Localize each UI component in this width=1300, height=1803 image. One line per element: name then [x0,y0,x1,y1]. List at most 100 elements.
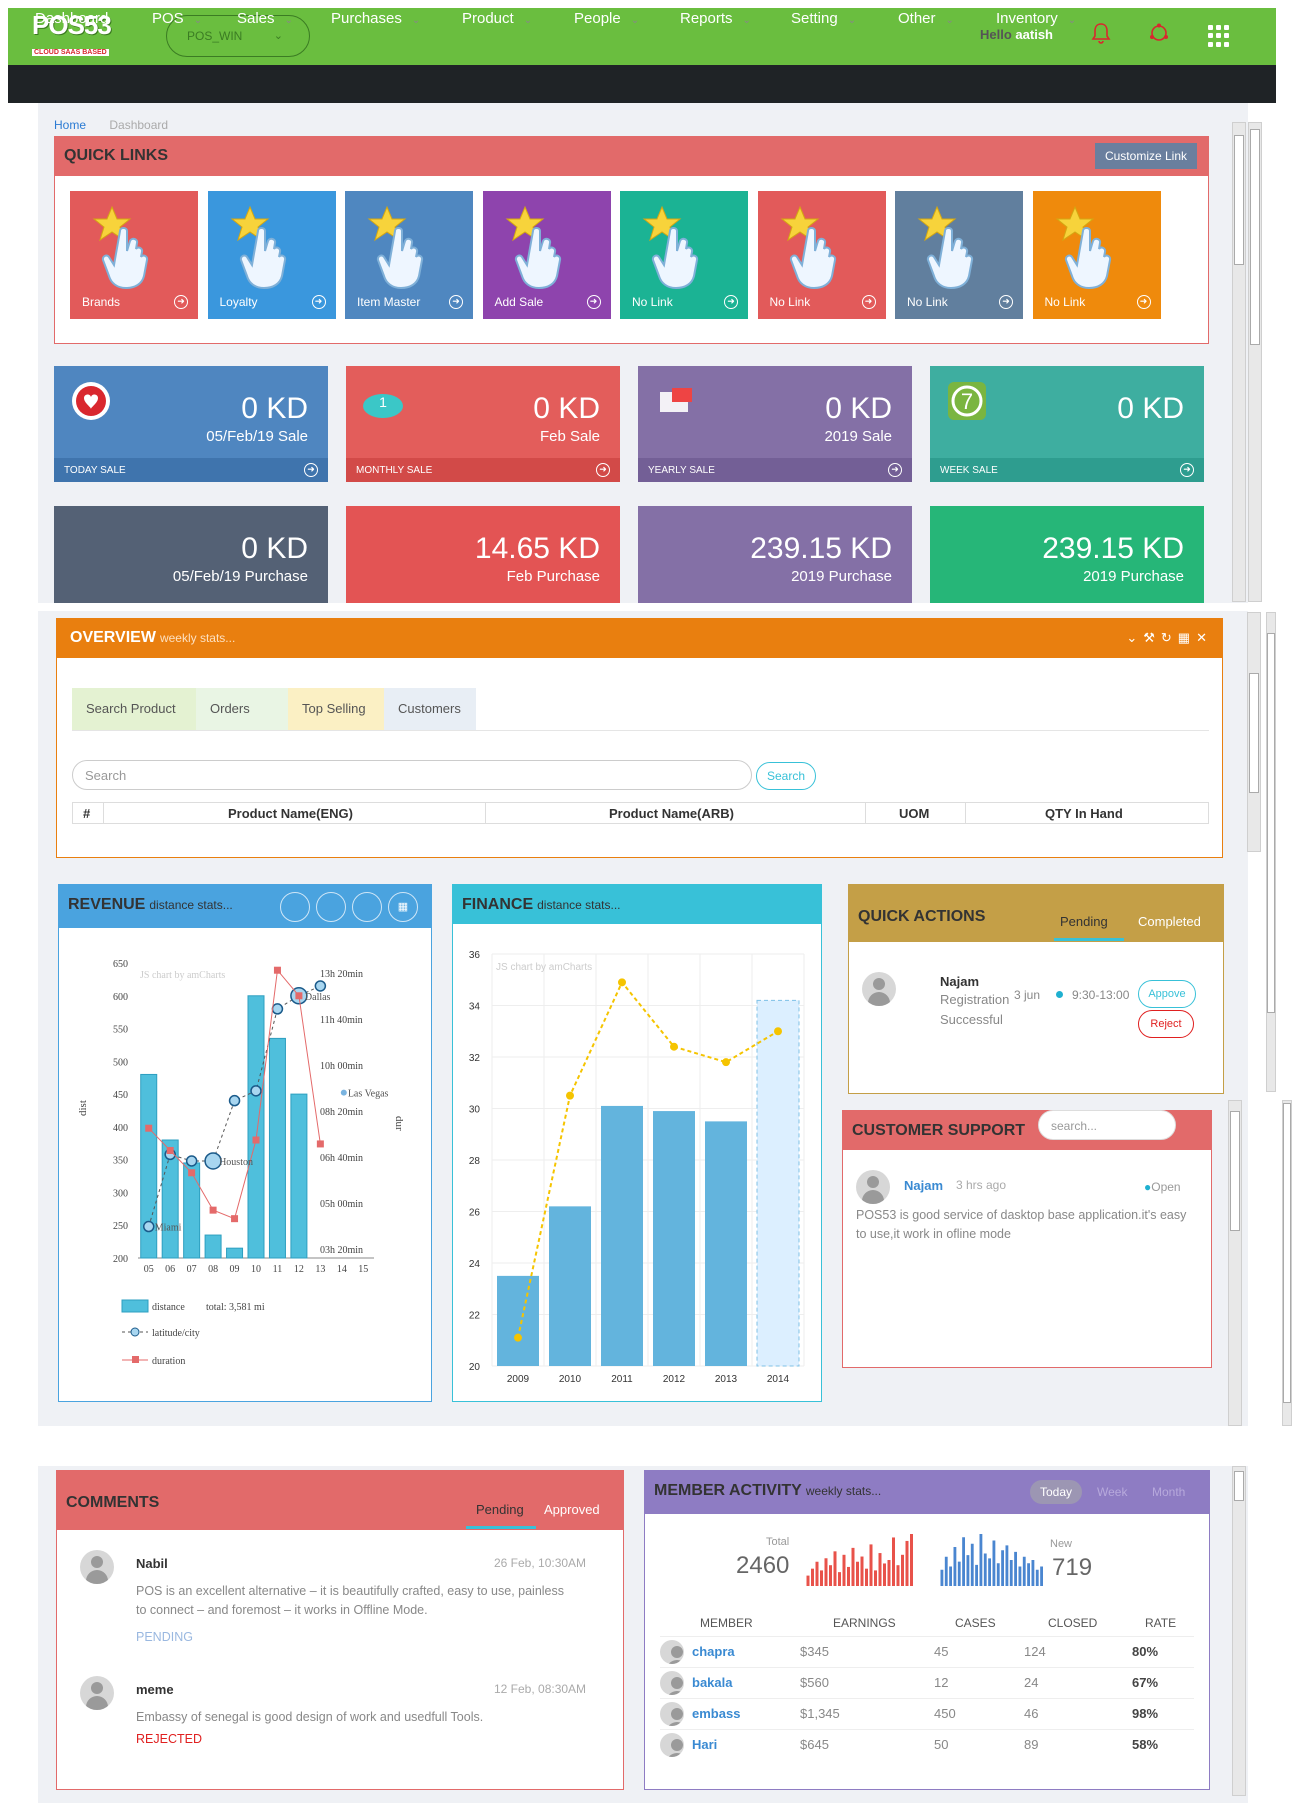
duration-point[interactable] [316,1140,324,1148]
quick-link-tile[interactable]: Add Sale ➜ [482,191,611,319]
tab-pending[interactable]: Pending [1060,914,1108,929]
overview-tab[interactable]: Top Selling [288,688,384,730]
col-name-arb[interactable]: Product Name(ARB) [609,806,734,821]
pos-select[interactable]: POS_WIN ⌄ [166,15,310,57]
customize-link-button[interactable]: Customize Link [1094,143,1197,169]
collapse-icon[interactable]: ⌄ [1126,630,1144,645]
purchase-stat-card[interactable]: 0 KD 05/Feb/19 Purchase [54,506,328,603]
duration-point[interactable] [209,1206,217,1214]
member-name[interactable]: chapra [692,1644,735,1659]
comment-author[interactable]: meme [136,1682,174,1697]
purchase-stat-card[interactable]: 239.15 KD 2019 Purchase [638,506,912,603]
scrollbar[interactable] [1247,612,1261,852]
user-name[interactable]: aatish [1015,27,1053,42]
purchase-stat-card[interactable]: 239.15 KD 2019 Purchase [930,506,1204,603]
duration-point[interactable] [145,1124,153,1132]
approve-button[interactable]: Appove [1138,980,1196,1008]
finance-point[interactable] [774,1027,782,1036]
arrow-right-icon[interactable]: ➜ [1180,463,1194,477]
bell-icon[interactable] [1090,22,1112,44]
purchase-stat-card[interactable]: 14.65 KD Feb Purchase [346,506,620,603]
circle-button[interactable] [280,892,310,922]
reject-button[interactable]: Reject [1138,1010,1194,1038]
latitude-point[interactable] [314,980,327,992]
duration-point[interactable] [295,992,303,1000]
table-row[interactable] [660,1667,1194,1697]
comment-author[interactable]: Nabil [136,1556,168,1571]
calculator-icon[interactable]: ▦ [388,892,418,922]
revenue-bar[interactable] [161,1139,179,1259]
circle-button[interactable] [316,892,346,922]
arrow-right-icon[interactable]: ➜ [596,463,610,477]
scrollbar[interactable] [1282,1100,1292,1426]
finance-bar[interactable] [705,1121,747,1366]
latitude-point[interactable] [271,1003,284,1015]
member-name[interactable]: bakala [692,1675,733,1690]
finance-bar[interactable] [497,1275,539,1366]
finance-bar[interactable] [549,1206,591,1366]
quick-link-tile[interactable]: No Link ➜ [620,191,748,319]
nav-setting[interactable]: Setting ⌄ [791,0,856,38]
member-name[interactable]: embass [692,1706,741,1721]
tab-today[interactable]: Today [1030,1480,1083,1504]
sale-stat-card[interactable]: 0 KD 05/Feb/19 Sale TODAY SALE ➜ [54,366,328,482]
support-icon[interactable] [1148,22,1170,44]
latitude-point[interactable] [185,1155,198,1167]
tab-month[interactable]: Month [1152,1485,1186,1499]
revenue-bar[interactable] [268,1037,286,1259]
nav-pos[interactable]: POS ⌄ [152,0,202,38]
breadcrumb-home[interactable]: Home [54,118,87,132]
revenue-bar[interactable] [247,995,265,1259]
latitude-point[interactable] [142,1220,155,1233]
product-search-input[interactable]: Search [72,760,752,790]
col-qty[interactable]: QTY In Hand [1045,806,1123,821]
scrollbar[interactable] [1232,1466,1246,1796]
sale-stat-card[interactable]: 7 0 KD WEEK SALE ➜ [930,366,1204,482]
overview-tab[interactable]: Search Product [72,688,196,730]
scrollbar[interactable] [1266,612,1276,1092]
arrow-right-icon[interactable]: ➜ [888,463,902,477]
save-icon[interactable]: ▦ [1177,630,1197,645]
close-icon[interactable]: ✕ [1196,630,1213,645]
tab-pending[interactable]: Pending [476,1502,524,1517]
col-uom[interactable]: UOM [899,806,930,821]
finance-point[interactable] [566,1091,574,1100]
finance-point[interactable] [618,978,626,987]
duration-point[interactable] [231,1215,239,1223]
support-name[interactable]: Najam [904,1178,944,1193]
table-row[interactable] [660,1636,1194,1666]
latitude-point[interactable] [204,1152,222,1170]
quick-link-tile[interactable]: Loyalty ➜ [207,191,336,319]
revenue-bar[interactable] [290,1093,308,1259]
tab-week[interactable]: Week [1097,1485,1128,1499]
duration-point[interactable] [188,1169,196,1177]
tab-completed[interactable]: Completed [1138,914,1201,929]
finance-bar[interactable] [653,1111,695,1366]
scrollbar[interactable] [1248,122,1262,602]
member-name[interactable]: Hari [692,1737,718,1752]
revenue-bar[interactable] [183,1162,201,1259]
table-row[interactable] [660,1698,1194,1728]
revenue-bar[interactable] [226,1247,244,1259]
latitude-point[interactable] [228,1094,241,1107]
nav-reports[interactable]: Reports ⌄ [680,0,751,38]
wrench-icon[interactable]: ⚒ [1143,630,1161,645]
finance-point[interactable] [514,1333,522,1342]
arrow-right-icon[interactable]: ➜ [304,463,318,477]
tab-approved[interactable]: Approved [544,1502,600,1517]
table-row[interactable] [660,1729,1194,1759]
quick-link-tile[interactable]: No Link ➜ [895,191,1023,319]
finance-bar[interactable] [601,1105,643,1366]
overview-tab[interactable]: Orders [196,688,288,730]
overview-tab[interactable]: Customers [384,688,476,730]
duration-point[interactable] [252,1136,260,1144]
nav-people[interactable]: People ⌄ [574,0,639,38]
finance-point[interactable] [670,1042,678,1051]
nav-purchases[interactable]: Purchases ⌄ [331,0,420,38]
logo[interactable]: POS53 CLOUD SAAS BASED [32,10,124,56]
quick-link-tile[interactable]: No Link ➜ [757,191,886,319]
finance-point[interactable] [722,1058,730,1067]
duration-point[interactable] [166,1146,174,1154]
finance-bar[interactable] [756,999,800,1367]
scrollbar[interactable] [1228,1100,1242,1426]
